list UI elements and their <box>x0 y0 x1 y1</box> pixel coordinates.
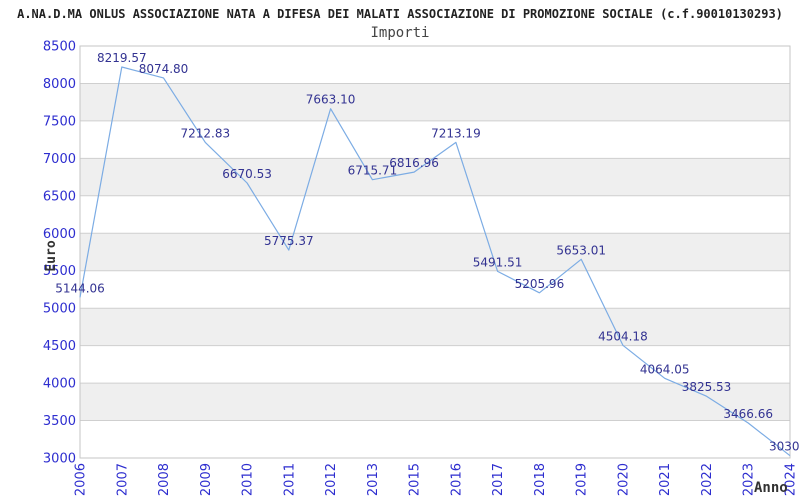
y-tick-label: 6500 <box>43 189 76 204</box>
y-tick-label: 8000 <box>43 77 76 92</box>
x-tick-label: 2009 <box>199 463 214 496</box>
plot-band <box>80 158 790 196</box>
plot-band <box>80 83 790 121</box>
x-tick-label: 2022 <box>700 463 715 496</box>
x-tick-label: 2006 <box>74 463 89 496</box>
data-point-label: 6816.96 <box>389 156 439 170</box>
plot-band <box>80 308 790 346</box>
x-axis-title: Anno <box>754 480 788 496</box>
data-point-label: 7213.19 <box>431 126 481 140</box>
x-tick-label: 2018 <box>533 463 548 496</box>
y-tick-label: 7500 <box>43 114 76 129</box>
data-point-label: 4064.05 <box>640 362 690 376</box>
y-axis-title: Euro <box>43 240 59 272</box>
x-tick-label: 2011 <box>282 463 297 496</box>
data-point-label: 3825.53 <box>682 380 732 394</box>
data-point-label: 5775.37 <box>264 234 314 248</box>
chart-title: A.NA.D.MA ONLUS ASSOCIAZIONE NATA A DIFE… <box>17 7 783 21</box>
data-point-label: 8074.80 <box>139 62 189 76</box>
y-tick-label: 5500 <box>43 264 76 279</box>
data-point-label: 3030.8 <box>769 440 800 454</box>
plot-band <box>80 383 790 421</box>
data-point-label: 4504.18 <box>598 329 648 343</box>
data-point-label: 7663.10 <box>306 93 356 107</box>
plot-border <box>79 45 791 459</box>
x-tick-label: 2010 <box>241 463 256 496</box>
data-point-label: 6670.53 <box>222 167 272 181</box>
plot-band <box>80 233 790 271</box>
data-point-label: 5205.96 <box>515 277 565 291</box>
y-tick-label: 3000 <box>43 452 76 467</box>
x-tick-label: 2019 <box>575 463 590 496</box>
x-tick-label: 2016 <box>449 463 464 496</box>
x-tick-label: 2012 <box>324 463 339 496</box>
data-point-label: 5144.06 <box>55 281 105 295</box>
data-point-label: 5491.51 <box>473 255 523 269</box>
x-tick-label: 2015 <box>408 463 423 496</box>
x-tick-label: 2008 <box>157 463 172 496</box>
y-tick-label: 4500 <box>43 339 76 354</box>
y-tick-label: 8500 <box>43 40 76 55</box>
series-line <box>79 66 791 457</box>
data-point-label: 7212.83 <box>180 126 230 140</box>
chart-subtitle: Importi <box>370 25 430 41</box>
data-point-label: 8219.57 <box>97 51 147 65</box>
y-tick-label: 3500 <box>43 414 76 429</box>
x-tick-label: 2023 <box>742 463 757 496</box>
x-tick-label: 2020 <box>616 463 631 496</box>
x-tick-label: 2007 <box>115 463 130 496</box>
data-point-label: 3466.66 <box>723 407 773 421</box>
x-tick-label: 2024 <box>784 463 799 496</box>
data-point-label: 5653.01 <box>556 243 606 257</box>
y-tick-label: 4000 <box>43 377 76 392</box>
data-point-label: 6715.71 <box>348 164 398 178</box>
y-tick-label: 6000 <box>43 227 76 242</box>
x-tick-label: 2013 <box>366 463 381 496</box>
x-tick-label: 2021 <box>658 463 673 496</box>
y-tick-label: 5000 <box>43 302 76 317</box>
y-tick-label: 7000 <box>43 152 76 167</box>
x-tick-label: 2017 <box>491 463 506 496</box>
